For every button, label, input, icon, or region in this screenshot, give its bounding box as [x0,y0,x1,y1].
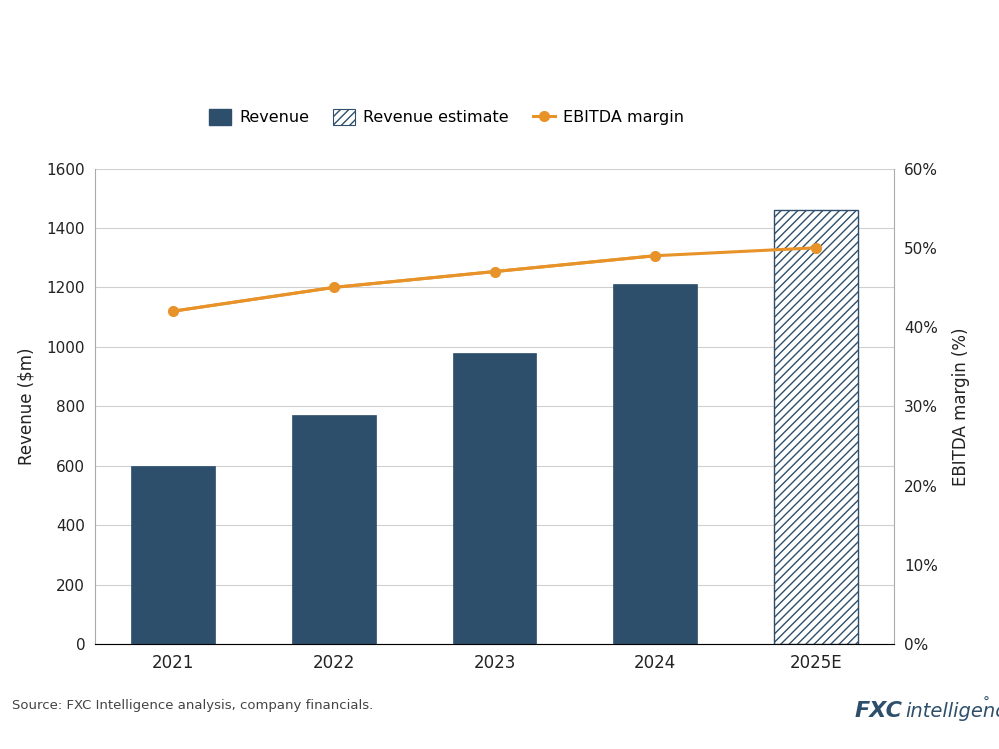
Text: FXC: FXC [854,700,902,721]
Bar [292,415,376,644]
Bar [774,210,858,644]
Text: Corpay Corporate Payments revenue & EBITDA margin, 2021-2024 & 2025E: Corpay Corporate Payments revenue & EBIT… [13,82,676,100]
Text: Source: FXC Intelligence analysis, company financials.: Source: FXC Intelligence analysis, compa… [12,699,374,712]
Bar [613,285,697,644]
Text: Corpay’s Corporate Payments projects strong 2025 growth: Corpay’s Corporate Payments projects str… [13,25,889,52]
Bar [131,466,215,644]
Text: °: ° [983,696,990,710]
Bar [453,353,536,644]
Y-axis label: Revenue ($m): Revenue ($m) [17,348,35,465]
Legend: Revenue, Revenue estimate, EBITDA margin: Revenue, Revenue estimate, EBITDA margin [203,103,690,132]
Y-axis label: EBITDA margin (%): EBITDA margin (%) [952,327,970,485]
Text: intelligence: intelligence [905,702,999,721]
